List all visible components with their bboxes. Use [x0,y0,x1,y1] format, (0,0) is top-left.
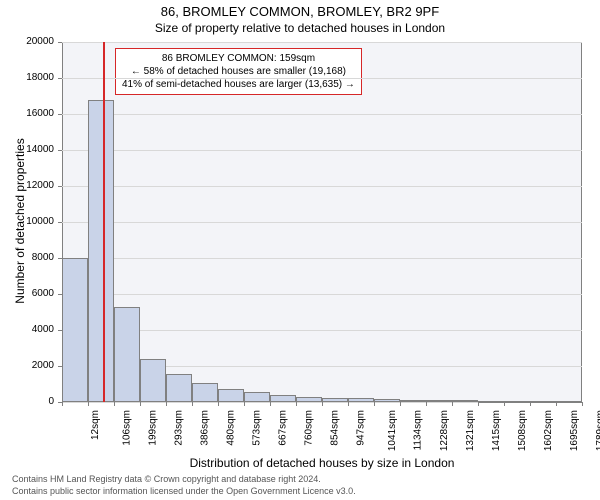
xtick-mark [348,402,349,406]
ytick-label: 6000 [0,288,54,299]
ytick-mark [58,42,62,43]
ytick-label: 10000 [0,216,54,227]
ytick-label: 12000 [0,180,54,191]
annotation-line1: 86 BROMLEY COMMON: 159sqm [122,52,355,65]
xtick-label: 1508sqm [517,410,528,451]
histogram-bar [452,400,478,402]
histogram-bar [400,400,426,402]
gridline-h [62,186,582,187]
xtick-mark [582,402,583,406]
chart-title-line2: Size of property relative to detached ho… [0,21,600,35]
annotation-line3: 41% of semi-detached houses are larger (… [122,78,355,91]
histogram-bar [504,401,530,403]
ytick-mark [58,150,62,151]
ytick-label: 16000 [0,108,54,119]
histogram-bar [296,397,322,402]
xtick-label: 1415sqm [491,410,502,451]
xtick-label: 480sqm [226,410,237,446]
histogram-bar [478,401,504,403]
histogram-bar [426,400,452,402]
xtick-mark [478,402,479,406]
xtick-mark [452,402,453,406]
histogram-bar [114,307,140,402]
xtick-mark [218,402,219,406]
ytick-label: 8000 [0,252,54,263]
footer-line2: Contains public sector information licen… [12,486,356,496]
xtick-mark [140,402,141,406]
xtick-label: 386sqm [200,410,211,446]
xtick-mark [556,402,557,406]
xtick-label: 106sqm [122,410,133,446]
xtick-mark [192,402,193,406]
ytick-label: 14000 [0,144,54,155]
chart-title-line1: 86, BROMLEY COMMON, BROMLEY, BR2 9PF [0,4,600,19]
xtick-label: 293sqm [174,410,185,446]
xtick-label: 1602sqm [543,410,554,451]
ytick-mark [58,222,62,223]
xtick-label: 854sqm [330,410,341,446]
histogram-bar [374,399,400,402]
xtick-mark [114,402,115,406]
gridline-h [62,150,582,151]
annotation-box: 86 BROMLEY COMMON: 159sqm ← 58% of detac… [115,48,362,95]
annotation-line2: ← 58% of detached houses are smaller (19… [122,65,355,78]
xtick-label: 1321sqm [465,410,476,451]
xtick-label: 1134sqm [412,410,423,450]
histogram-bar [88,100,114,402]
ytick-mark [58,186,62,187]
histogram-bar [270,395,296,402]
xtick-mark [88,402,89,406]
histogram-bar [218,389,244,402]
histogram-bar [530,401,556,403]
xtick-label: 573sqm [252,410,263,446]
ytick-label: 2000 [0,360,54,371]
histogram-bar [348,398,374,402]
xtick-mark [244,402,245,406]
xtick-label: 1041sqm [387,410,398,451]
ytick-mark [58,78,62,79]
histogram-bar [322,398,348,403]
xtick-label: 667sqm [278,410,289,446]
xtick-label: 199sqm [148,410,159,446]
histogram-bar [244,392,270,402]
ytick-label: 4000 [0,324,54,335]
reference-marker-line [103,42,105,402]
xtick-label: 1695sqm [569,410,580,451]
histogram-bar [140,359,166,402]
footer-line1: Contains HM Land Registry data © Crown c… [12,474,321,484]
xtick-mark [322,402,323,406]
ytick-mark [58,114,62,115]
gridline-h [62,114,582,115]
xtick-label: 947sqm [356,410,367,446]
xtick-mark [374,402,375,406]
gridline-h [62,222,582,223]
chart-container: 86, BROMLEY COMMON, BROMLEY, BR2 9PF Siz… [0,0,600,500]
gridline-h [62,78,582,79]
gridline-h [62,42,582,43]
xtick-mark [166,402,167,406]
xtick-mark [270,402,271,406]
gridline-h [62,294,582,295]
xtick-mark [504,402,505,406]
xtick-label: 760sqm [304,410,315,446]
xtick-mark [400,402,401,406]
ytick-label: 20000 [0,36,54,47]
xtick-mark [530,402,531,406]
ytick-label: 18000 [0,72,54,83]
xtick-mark [296,402,297,406]
xtick-mark [62,402,63,406]
histogram-bar [166,374,192,402]
xtick-mark [426,402,427,406]
xtick-label: 1228sqm [439,410,450,451]
xtick-label: 1789sqm [595,410,600,451]
ytick-label: 0 [0,396,54,407]
gridline-h [62,258,582,259]
xtick-label: 12sqm [90,410,101,440]
histogram-bar [62,258,88,402]
histogram-bar [556,401,582,403]
x-axis-label: Distribution of detached houses by size … [62,456,582,470]
gridline-h [62,330,582,331]
histogram-bar [192,383,218,402]
